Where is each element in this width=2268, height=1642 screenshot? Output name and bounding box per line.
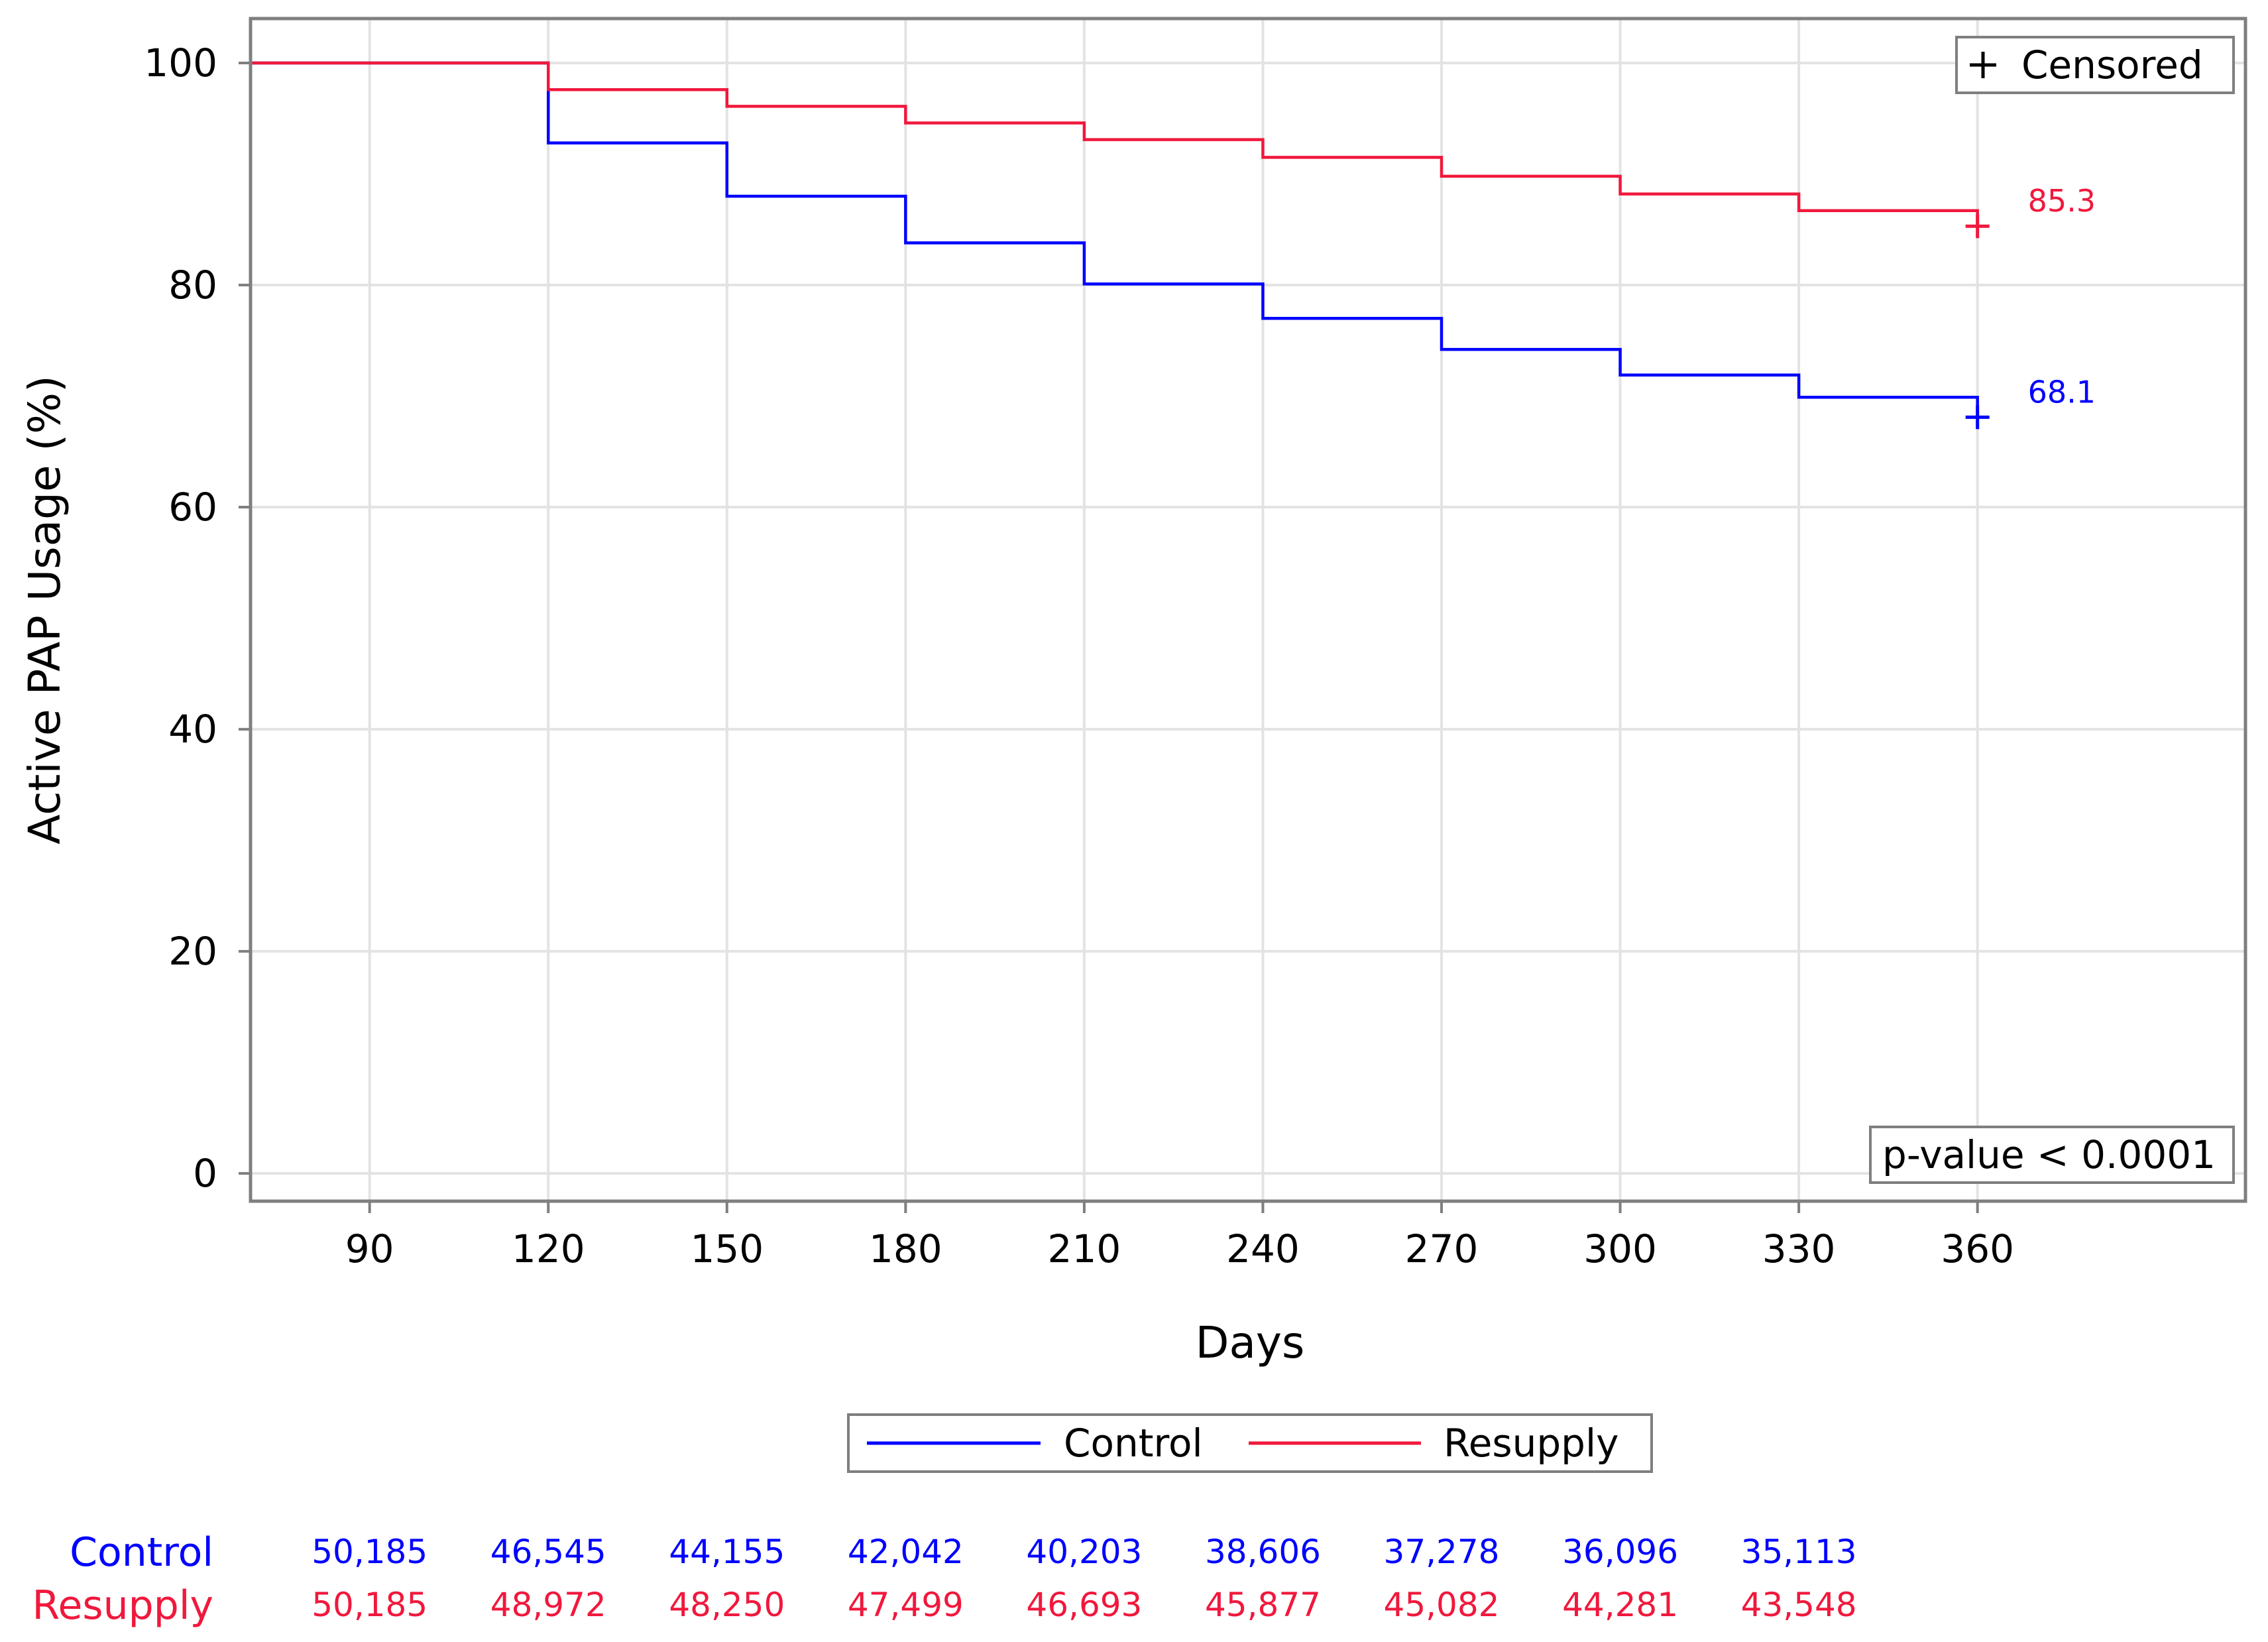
censored-legend-label: Censored bbox=[2021, 42, 2203, 88]
risk-value: 46,693 bbox=[1026, 1586, 1142, 1624]
x-tick-label: 90 bbox=[345, 1226, 394, 1271]
y-tick-label: 0 bbox=[193, 1151, 217, 1196]
risk-table: Control 50,185 46,545 44,155 42,042 40,203 38,… bbox=[32, 1529, 1856, 1629]
censored-legend: Censored bbox=[1955, 36, 2235, 94]
risk-value: 36,096 bbox=[1562, 1533, 1678, 1571]
axis-ticks: 90 120 150 180 210 240 270 300 330 360 0 20 40 60 80 10… bbox=[144, 40, 2014, 1271]
p-value-annotation: p-value < 0.0001 bbox=[1869, 1126, 2235, 1184]
x-tick-label: 120 bbox=[512, 1226, 585, 1271]
y-tick-label: 100 bbox=[144, 40, 217, 86]
x-tick-label: 270 bbox=[1405, 1226, 1479, 1271]
x-tick-label: 360 bbox=[1941, 1226, 2014, 1271]
risk-value: 35,113 bbox=[1741, 1533, 1857, 1571]
x-tick-label: 210 bbox=[1048, 1226, 1121, 1271]
y-axis-title: Active PAP Usage (%) bbox=[19, 375, 70, 844]
series-legend: Control Resupply bbox=[847, 1413, 1653, 1473]
risk-row-label: Resupply bbox=[32, 1582, 213, 1629]
x-tick-label: 150 bbox=[690, 1226, 764, 1271]
series-lines: 68.1 85.3 bbox=[251, 61, 2096, 430]
legend-control-label: Control bbox=[1064, 1421, 1203, 1466]
legend-resupply-label: Resupply bbox=[1444, 1421, 1618, 1466]
x-tick-label: 300 bbox=[1583, 1226, 1657, 1271]
risk-row-label: Control bbox=[70, 1529, 213, 1576]
risk-value: 38,606 bbox=[1205, 1533, 1321, 1571]
risk-value: 43,548 bbox=[1741, 1586, 1857, 1624]
y-tick-label: 80 bbox=[168, 263, 217, 308]
plot-frame bbox=[249, 17, 2247, 1203]
grid-lines bbox=[251, 19, 2245, 1201]
series-line-control bbox=[251, 61, 1979, 418]
risk-value: 44,281 bbox=[1562, 1586, 1678, 1624]
risk-value: 40,203 bbox=[1026, 1533, 1142, 1571]
end-value-label: 68.1 bbox=[2028, 374, 2096, 410]
end-value-label: 85.3 bbox=[2028, 183, 2096, 219]
risk-value: 48,250 bbox=[669, 1586, 785, 1624]
x-tick-label: 180 bbox=[869, 1226, 942, 1271]
risk-value: 47,499 bbox=[848, 1586, 964, 1624]
risk-value: 50,185 bbox=[312, 1533, 427, 1571]
x-tick-label: 240 bbox=[1226, 1226, 1300, 1271]
series-line-resupply bbox=[251, 61, 1979, 227]
x-axis-title: Days bbox=[1196, 1317, 1305, 1368]
y-tick-label: 40 bbox=[168, 707, 217, 752]
y-tick-label: 20 bbox=[168, 929, 217, 974]
risk-value: 45,082 bbox=[1384, 1586, 1500, 1624]
risk-value: 37,278 bbox=[1384, 1533, 1500, 1571]
risk-value: 46,545 bbox=[490, 1533, 606, 1571]
y-tick-label: 60 bbox=[168, 485, 217, 530]
risk-value: 44,155 bbox=[669, 1533, 785, 1571]
risk-value: 48,972 bbox=[490, 1586, 606, 1624]
risk-value: 50,185 bbox=[312, 1586, 427, 1624]
p-value-text: p-value < 0.0001 bbox=[1882, 1132, 2216, 1177]
risk-value: 45,877 bbox=[1205, 1586, 1321, 1624]
x-tick-label: 330 bbox=[1762, 1226, 1836, 1271]
risk-value: 42,042 bbox=[848, 1533, 964, 1571]
